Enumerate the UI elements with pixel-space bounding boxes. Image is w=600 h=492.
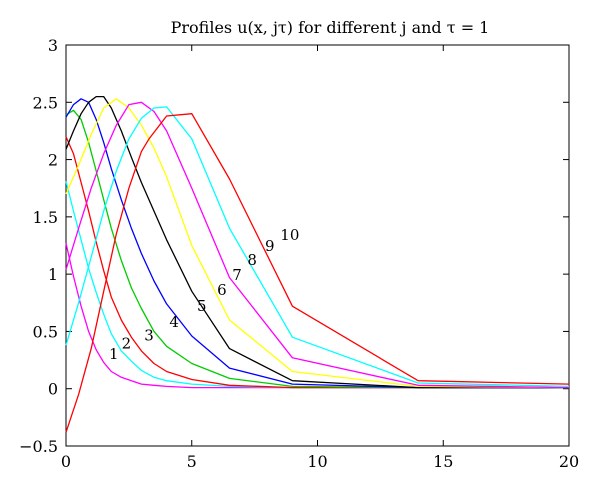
x-tick-label: 0 [61,452,71,471]
curve-label-5: 5 [197,297,207,315]
series-line-1 [65,243,569,389]
y-tick-label: −0.5 [19,437,58,456]
series-line-5 [65,98,569,389]
series-line-8 [65,101,570,389]
curve-label-9: 9 [265,237,275,255]
ticks [65,44,570,447]
y-tick-label: 1 [48,265,58,284]
series-line-3 [65,136,569,389]
tick-labels: 0 5 10 15 20−0.500.511.522.53 [19,36,579,471]
series-line-6 [65,95,569,389]
x-tick-label: 15 [433,452,453,471]
curve-label-2: 2 [122,335,132,353]
curve-label-3: 3 [144,327,154,345]
curve-label-4: 4 [169,313,179,331]
curve-label-1: 1 [109,345,119,363]
y-tick-label: 3 [48,36,58,55]
y-tick-label: 0 [48,380,58,399]
y-tick-label: 2 [48,151,58,170]
series-line-10 [65,113,570,433]
y-tick-label: 2.5 [33,93,58,112]
y-tick-label: 1.5 [33,208,58,227]
x-tick-label: 5 [187,452,197,471]
chart-title: Profiles u(x, jτ) for different j and τ … [171,18,490,37]
curve-label-8: 8 [247,251,257,269]
series-line-2 [65,181,569,389]
series-line-9 [65,106,570,388]
series-line-4 [65,109,569,389]
curve-label-6: 6 [217,281,227,299]
curve-label-7: 7 [232,266,242,284]
x-tick-label: 20 [559,452,579,471]
y-tick-label: 0.5 [33,322,58,341]
series-group [65,95,570,433]
x-tick-label: 10 [307,452,327,471]
curve-label-10: 10 [280,226,299,244]
series-line-7 [65,98,570,389]
